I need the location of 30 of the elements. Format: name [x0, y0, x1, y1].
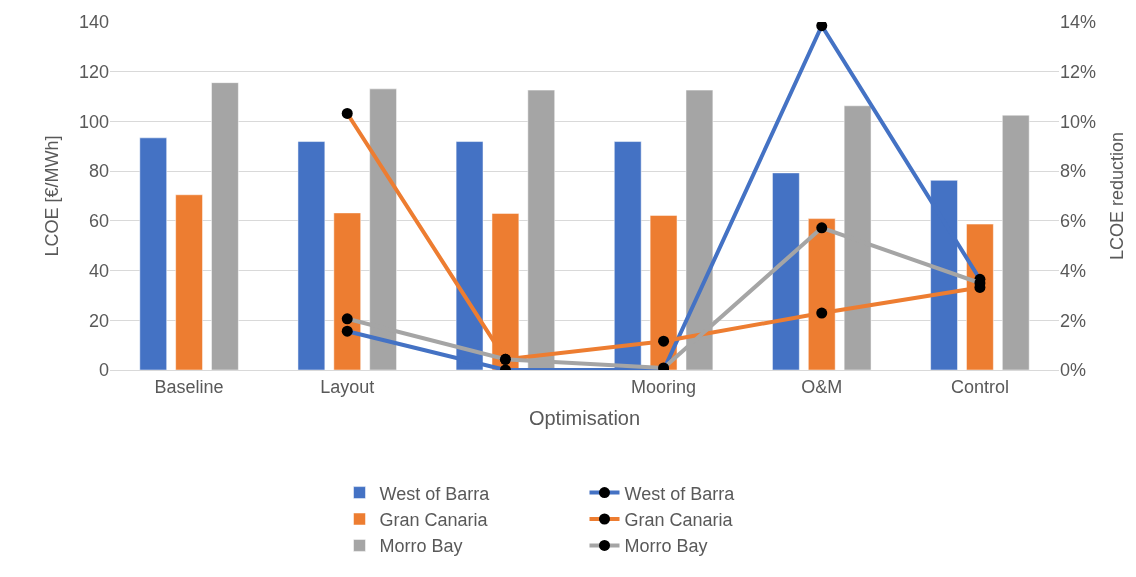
y-tick-label: 40: [88, 260, 109, 281]
y2-tick-label: 2%: [1060, 310, 1087, 331]
legend-label: Morro Bay: [624, 536, 708, 557]
y2-axis-title: LCOE reduction: [1107, 131, 1128, 261]
y2-tick-label: 8%: [1060, 161, 1087, 182]
y2-tick-label: 4%: [1060, 260, 1087, 281]
y-tick-label: 80: [88, 161, 109, 182]
y-tick-label: 100: [78, 111, 109, 132]
legend-label: Gran Canaria: [379, 510, 489, 531]
y-tick-label: 20: [88, 310, 109, 331]
y-tick-label: 0: [98, 360, 109, 381]
y2-tick-label: 10%: [1060, 111, 1097, 132]
x-tick-label: Layout: [320, 376, 375, 397]
y2-tick-label: 14%: [1060, 12, 1097, 33]
legend-label: Morro Bay: [379, 536, 463, 557]
x-axis-title: Optimisation: [528, 407, 641, 430]
y-tick-label: 60: [88, 211, 109, 232]
y2-tick-label: 0%: [1060, 360, 1087, 381]
x-tick-label: Baseline: [154, 376, 224, 397]
legend-label: West of Barra: [379, 483, 491, 504]
x-tick-label: Control: [950, 376, 1009, 397]
x-tick-label: Mooring: [631, 376, 697, 397]
y2-tick-label: 12%: [1060, 62, 1097, 83]
y-tick-label: 140: [78, 12, 109, 33]
legend-label: Gran Canaria: [624, 510, 734, 531]
y-axis-title: LCOE [€/MWh]: [42, 135, 63, 257]
y2-tick-label: 6%: [1060, 211, 1087, 232]
y-tick-label: 120: [78, 62, 109, 83]
x-tick-label: O&M: [801, 376, 843, 397]
legend-label: West of Barra: [624, 483, 736, 504]
